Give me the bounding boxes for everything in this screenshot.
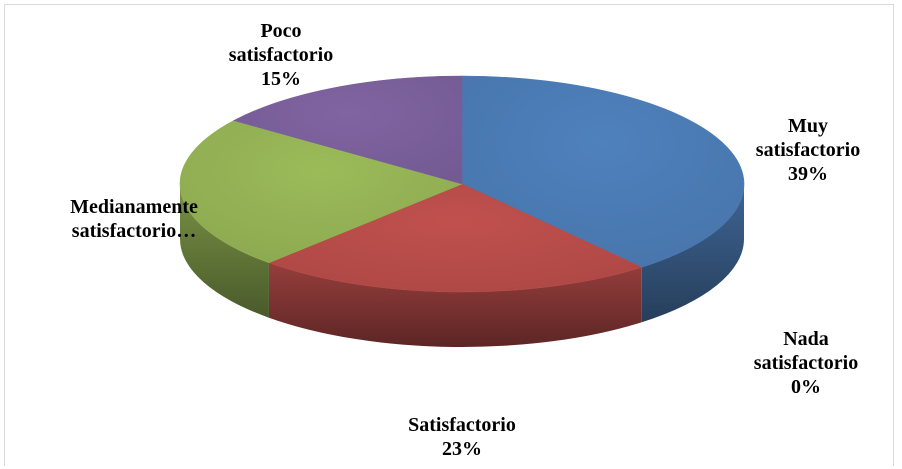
- slice-category-label: Poco: [260, 20, 301, 42]
- slice-percent-label: 39%: [788, 163, 828, 185]
- pie-slice-4: [233, 75, 463, 185]
- slice-label-4: Poco satisfactorio 15%: [229, 20, 333, 90]
- pie-slice-3: [179, 120, 463, 264]
- pie-side-2: [268, 262, 642, 347]
- slice-percent-label: 15%: [261, 68, 301, 90]
- slice-category-label: satisfactorio: [229, 44, 333, 66]
- slice-category-label: Medianamente: [70, 196, 198, 218]
- slice-label-2: Satisfactorio 23%: [408, 414, 516, 460]
- pie-side-0: [641, 184, 744, 323]
- slice-category-label: satisfactorio: [756, 139, 860, 161]
- slice-category-label: Muy: [788, 115, 828, 137]
- slice-category-label: Satisfactorio: [408, 414, 516, 436]
- pie-slice-0: [461, 75, 745, 268]
- slice-percent-label: 23%: [442, 438, 482, 460]
- pie-side-3: [180, 184, 269, 318]
- slice-category-label: satisfactorio: [754, 352, 858, 374]
- pie-side-walls: [180, 184, 744, 347]
- pie-slices: [179, 75, 745, 293]
- slice-label-3: Medianamente satisfactorio…: [70, 196, 198, 242]
- slice-category-label: Nada: [783, 328, 829, 350]
- slice-category-label: satisfactorio…: [72, 220, 196, 242]
- slice-label-0: Muy satisfactorio 39%: [756, 115, 860, 185]
- slice-percent-label: 0%: [791, 376, 821, 398]
- slice-label-1: Nada satisfactorio 0%: [754, 328, 858, 398]
- pie-labels: Muy satisfactorio 39%Nada satisfactorio 0%Sa…: [70, 20, 860, 460]
- pie-slice-2: [268, 183, 643, 293]
